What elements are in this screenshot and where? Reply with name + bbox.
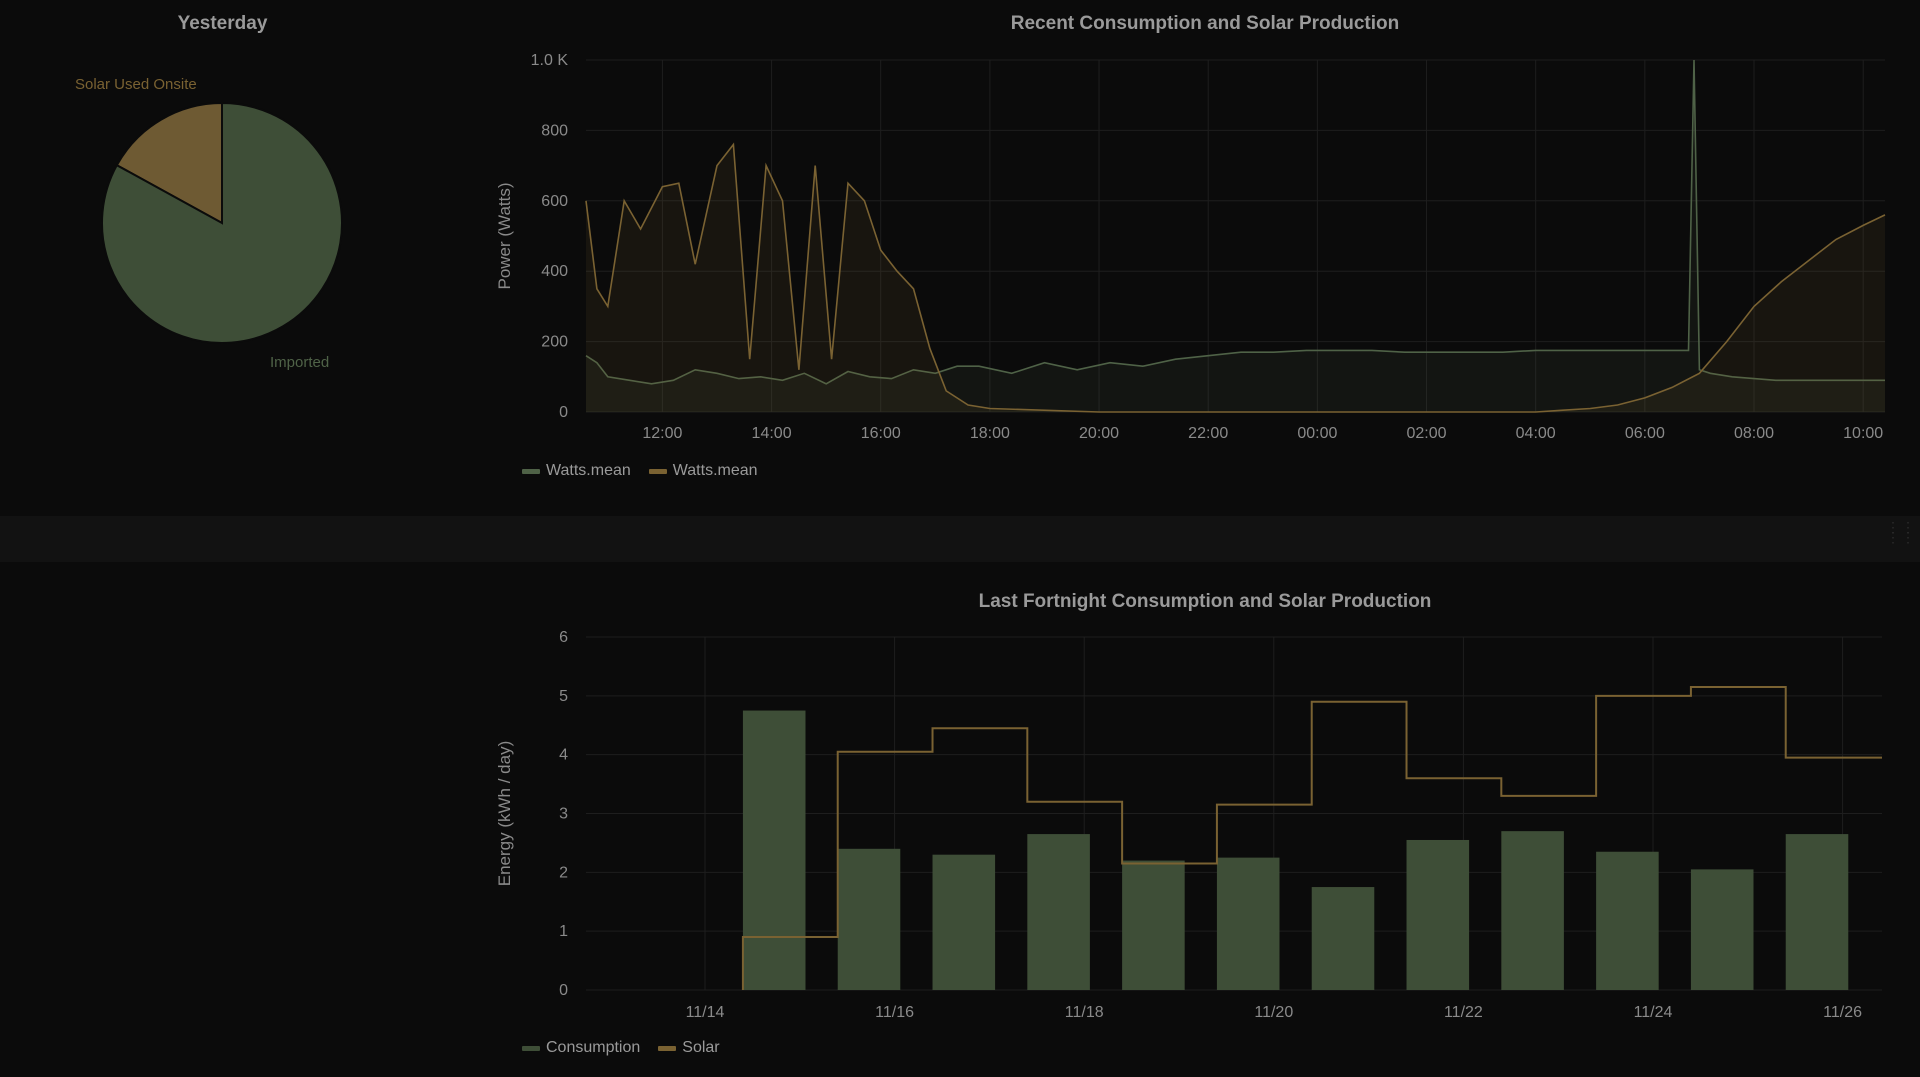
y-tick-label: 600 <box>541 193 568 210</box>
y-tick-label: 800 <box>541 122 568 139</box>
legend-label: Watts.mean <box>672 462 758 479</box>
consumption-bar <box>1596 851 1659 990</box>
legend-swatch <box>648 468 667 474</box>
x-tick-label: 00:00 <box>1297 425 1337 442</box>
row-separator <box>0 516 1920 562</box>
series-area <box>586 144 1885 412</box>
panel-title[interactable]: Last Fortnight Consumption and Solar Pro… <box>978 591 1432 612</box>
consumption-bar <box>1690 869 1754 990</box>
x-tick-label: 08:00 <box>1734 425 1774 442</box>
x-tick-label: 06:00 <box>1625 425 1665 442</box>
power-chart[interactable]: 0 200 400 600 800 1.0 K 12:00 14:00 16:00 18:00 20… <box>490 40 1920 500</box>
x-tick-label: 11/24 <box>1634 1004 1673 1021</box>
solar-step-line <box>741 686 1882 990</box>
x-tick-label: 22:00 <box>1188 425 1228 442</box>
legend-item-consumption[interactable]: Consumption <box>522 1039 640 1057</box>
x-tick-label: 11/16 <box>875 1004 914 1021</box>
drag-handle-icon[interactable]: ⋮⋮ ⋮⋮ <box>1886 519 1916 545</box>
y-tick-label: 0 <box>559 982 568 999</box>
energy-panel: Last Fortnight Consumption and Solar Pro… <box>490 577 1920 1071</box>
x-tick-label: 14:00 <box>752 425 792 442</box>
consumption-bar <box>1785 834 1849 990</box>
legend-swatch <box>658 1045 677 1051</box>
pie-slice <box>101 101 343 344</box>
legend-label: Solar <box>682 1039 720 1056</box>
x-tick-label: 02:00 <box>1407 425 1447 442</box>
x-tick-label: 11/14 <box>686 1004 725 1021</box>
consumption-bar <box>1311 887 1375 990</box>
power-panel: Recent Consumption and Solar Production … <box>490 0 1920 500</box>
x-tick-label: 11/20 <box>1254 1004 1293 1021</box>
pie-chart[interactable]: Solar Used Onsite Imported <box>0 20 445 420</box>
y-axis-label: Energy (kWh / day) <box>495 741 514 887</box>
x-tick-label: 16:00 <box>861 425 901 442</box>
x-tick-label: 11/18 <box>1065 1004 1104 1021</box>
consumption-bar <box>1122 860 1185 990</box>
legend-swatch <box>522 1045 540 1051</box>
legend-item-consumption-watts[interactable]: Watts.mean <box>522 462 631 480</box>
consumption-bar <box>1501 831 1564 990</box>
consumption-bar <box>1216 857 1280 990</box>
y-tick-label: 5 <box>559 688 568 705</box>
y-tick-label: 2 <box>559 864 568 881</box>
y-tick-label: 400 <box>541 263 568 280</box>
legend-item-solar[interactable]: Solar <box>658 1039 720 1057</box>
legend-swatch <box>522 468 540 474</box>
y-tick-label: 200 <box>541 334 568 351</box>
panel-title[interactable]: Recent Consumption and Solar Production <box>1010 13 1400 34</box>
consumption-bar <box>837 848 901 990</box>
y-tick-label: 1 <box>559 923 568 940</box>
pie-slice-label: Solar Used Onsite <box>75 76 197 93</box>
x-tick-label: 10:00 <box>1843 425 1883 442</box>
y-tick-label: 1.0 K <box>531 52 569 69</box>
consumption-bar <box>742 710 806 990</box>
y-axis-label: Power (Watts) <box>495 182 514 289</box>
pie-panel: Yesterday Solar Used Onsite Imported <box>0 0 445 420</box>
legend-label: Consumption <box>546 1039 641 1056</box>
consumption-bar <box>932 854 996 990</box>
legend-item-solar-watts[interactable]: Watts.mean <box>648 462 758 480</box>
energy-legend: Consumption Solar <box>522 1039 720 1057</box>
consumption-bar <box>1027 834 1090 990</box>
x-tick-label: 04:00 <box>1516 425 1556 442</box>
legend-label: Watts.mean <box>546 462 631 479</box>
x-tick-label: 11/22 <box>1444 1004 1483 1021</box>
y-tick-label: 4 <box>559 747 568 764</box>
y-tick-label: 6 <box>559 629 568 646</box>
x-tick-label: 11/26 <box>1823 1004 1862 1021</box>
series-line <box>585 142 1886 413</box>
pie-slice <box>115 101 223 225</box>
x-tick-label: 12:00 <box>642 425 682 442</box>
y-tick-label: 0 <box>559 404 568 421</box>
pie-slice-label: Imported <box>270 354 329 371</box>
consumption-bar <box>1406 839 1470 990</box>
x-tick-label: 18:00 <box>970 425 1010 442</box>
x-tick-label: 20:00 <box>1079 425 1119 442</box>
series-line <box>585 59 1885 385</box>
panel-title[interactable]: Yesterday <box>177 13 268 34</box>
series-area <box>586 60 1885 412</box>
y-tick-label: 3 <box>559 806 568 823</box>
power-legend: Watts.mean Watts.mean <box>522 462 758 480</box>
energy-chart[interactable]: 0 1 2 3 4 5 6 11/14 11/16 11/18 11/20 11/22 11/24 11/… <box>490 617 1920 1077</box>
